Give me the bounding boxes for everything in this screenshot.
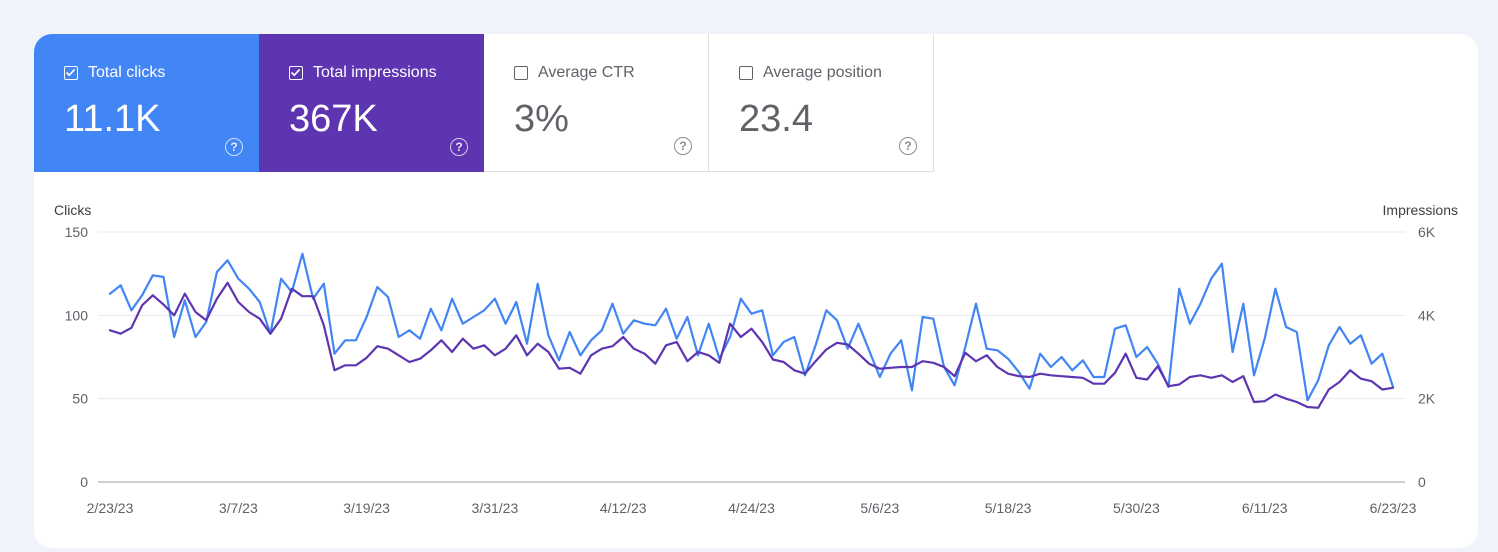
help-icon[interactable]: ?	[674, 137, 692, 155]
x-tick-label: 3/31/23	[472, 500, 519, 516]
grid-lines	[98, 231, 1405, 483]
y-right-axis-title: Impressions	[1383, 202, 1458, 218]
y-left-tick-label: 150	[65, 224, 89, 240]
x-tick-label: 3/7/23	[219, 500, 258, 516]
checkbox-checked-icon[interactable]	[289, 66, 303, 80]
average-ctr-label: Average CTR	[538, 64, 635, 81]
performance-chart: Clicks Impressions 150 100 50 0 6K 4K 2K 0 2/2…	[54, 202, 1458, 516]
total-clicks-value: 11.1K	[64, 98, 161, 140]
impressions-series-line	[108, 281, 1395, 409]
average-ctr-value: 3%	[514, 98, 569, 140]
y-left-axis-title: Clicks	[54, 202, 91, 218]
total-impressions-tile[interactable]: Total impressions 367K ?	[259, 34, 484, 172]
x-tick-label: 4/24/23	[728, 500, 775, 516]
x-tick-label: 3/19/23	[343, 500, 390, 516]
help-icon[interactable]: ?	[225, 138, 243, 156]
x-tick-label: 5/18/23	[985, 500, 1032, 516]
series-lines	[108, 252, 1395, 409]
help-icon[interactable]: ?	[899, 137, 917, 155]
performance-card: Total clicks 11.1K ? Total impressions 3…	[34, 34, 1478, 548]
help-icon[interactable]: ?	[450, 138, 468, 156]
x-ticks: 2/23/23 3/7/23 3/19/23 3/31/23 4/12/23 4/24/2…	[87, 500, 1417, 516]
y-left-ticks: 150 100 50 0	[65, 224, 89, 490]
y-right-tick-label: 0	[1418, 474, 1426, 490]
average-position-label: Average position	[763, 64, 882, 81]
average-position-value: 23.4	[739, 98, 813, 140]
checkbox-unchecked-icon[interactable]	[739, 66, 753, 80]
y-right-tick-label: 6K	[1418, 224, 1436, 240]
y-left-tick-label: 100	[65, 307, 89, 323]
metric-tiles: Total clicks 11.1K ? Total impressions 3…	[34, 34, 934, 172]
y-left-tick-label: 0	[80, 474, 88, 490]
y-left-tick-label: 50	[72, 391, 88, 407]
x-tick-label: 6/11/23	[1242, 500, 1288, 516]
checkbox-checked-icon[interactable]	[64, 66, 78, 80]
x-tick-label: 4/12/23	[600, 500, 647, 516]
x-tick-label: 5/30/23	[1113, 500, 1160, 516]
y-right-tick-label: 2K	[1418, 391, 1436, 407]
x-tick-label: 6/23/23	[1370, 500, 1417, 516]
clicks-series-line	[108, 252, 1395, 402]
average-ctr-tile[interactable]: Average CTR 3% ?	[484, 34, 709, 172]
checkbox-unchecked-icon[interactable]	[514, 66, 528, 80]
total-clicks-tile[interactable]: Total clicks 11.1K ?	[34, 34, 259, 172]
x-tick-label: 5/6/23	[860, 500, 899, 516]
average-position-tile[interactable]: Average position 23.4 ?	[709, 34, 934, 172]
x-tick-label: 2/23/23	[87, 500, 134, 516]
total-impressions-label: Total impressions	[313, 64, 437, 81]
y-right-tick-label: 4K	[1418, 307, 1436, 323]
y-right-ticks: 6K 4K 2K 0	[1418, 224, 1436, 490]
total-impressions-value: 367K	[289, 98, 378, 140]
total-clicks-label: Total clicks	[88, 64, 166, 81]
